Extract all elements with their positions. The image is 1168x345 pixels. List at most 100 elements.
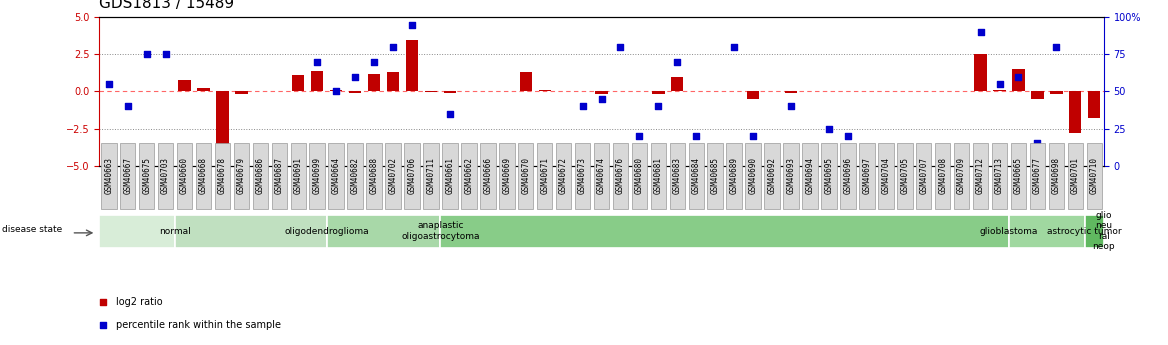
FancyBboxPatch shape [423,142,439,209]
FancyBboxPatch shape [252,142,269,209]
Text: GSM40672: GSM40672 [559,157,568,195]
Text: anaplastic
oligoastrocytoma: anaplastic oligoastrocytoma [401,221,480,241]
FancyBboxPatch shape [120,142,135,209]
Point [93,322,112,328]
Text: glio
neu
ral
neop: glio neu ral neop [1092,211,1115,251]
Point [611,44,630,50]
FancyBboxPatch shape [860,142,875,209]
FancyBboxPatch shape [158,142,173,209]
Point [1028,141,1047,146]
Point [649,104,668,109]
Point [138,51,157,57]
Text: GSM40679: GSM40679 [237,157,246,195]
Bar [179,80,190,91]
Text: GSM40710: GSM40710 [1090,157,1099,195]
FancyBboxPatch shape [1009,215,1085,248]
Text: GSM40668: GSM40668 [199,157,208,195]
FancyBboxPatch shape [802,142,818,209]
FancyBboxPatch shape [593,142,610,209]
FancyBboxPatch shape [196,142,211,209]
Text: percentile rank within the sample: percentile rank within the sample [116,320,280,330]
Point [99,81,118,87]
Bar [216,91,229,162]
Text: GSM40708: GSM40708 [938,157,947,195]
Point [308,59,327,65]
Point [630,133,648,139]
FancyBboxPatch shape [347,142,363,209]
Point [440,111,459,117]
FancyBboxPatch shape [992,142,1007,209]
Text: GSM40682: GSM40682 [350,157,360,195]
Bar [311,71,324,91]
Text: GSM40702: GSM40702 [389,157,397,195]
Bar [1050,91,1063,95]
FancyBboxPatch shape [440,215,1009,248]
Text: oligodendroglioma: oligodendroglioma [284,227,369,236]
FancyBboxPatch shape [934,142,951,209]
Point [157,51,175,57]
FancyBboxPatch shape [821,142,836,209]
Text: GSM40671: GSM40671 [540,157,549,195]
Bar [672,77,683,91]
Text: GSM40712: GSM40712 [976,157,985,195]
Text: disease state: disease state [2,225,62,234]
Point [93,299,112,305]
Text: GSM40699: GSM40699 [313,157,321,195]
Text: GSM40670: GSM40670 [521,157,530,195]
Point [573,104,592,109]
Text: GSM40683: GSM40683 [673,157,682,195]
Point [990,81,1009,87]
Point [364,59,383,65]
FancyBboxPatch shape [726,142,742,209]
Point [1009,74,1028,79]
Bar [197,88,210,91]
FancyBboxPatch shape [537,142,552,209]
FancyBboxPatch shape [461,142,477,209]
FancyBboxPatch shape [234,142,249,209]
Text: GSM40709: GSM40709 [957,157,966,195]
Text: GSM40686: GSM40686 [256,157,265,195]
FancyBboxPatch shape [575,142,590,209]
Bar [405,39,418,91]
Bar [292,75,305,91]
Text: GSM40706: GSM40706 [408,157,417,195]
Text: GSM40705: GSM40705 [901,157,909,195]
FancyBboxPatch shape [708,142,723,209]
Bar [1089,91,1100,118]
Bar [520,72,531,91]
Point [781,104,800,109]
Text: GSM40678: GSM40678 [218,157,227,195]
Point [403,22,422,28]
Text: GSM40695: GSM40695 [825,157,834,195]
Point [725,44,744,50]
Text: GSM40689: GSM40689 [730,157,738,195]
Text: GSM40697: GSM40697 [862,157,871,195]
Point [687,133,705,139]
Text: GSM40664: GSM40664 [332,157,341,195]
FancyBboxPatch shape [1030,142,1045,209]
Bar [785,91,798,93]
Text: GSM40707: GSM40707 [919,157,929,195]
Point [118,104,137,109]
Text: GSM40677: GSM40677 [1033,157,1042,195]
Text: GDS1813 / 15489: GDS1813 / 15489 [99,0,235,11]
Text: GSM40694: GSM40694 [806,157,814,195]
Point [1047,44,1065,50]
Point [820,126,839,131]
Bar [368,73,381,91]
Point [668,59,687,65]
Bar [235,91,248,93]
FancyBboxPatch shape [1086,142,1103,209]
Text: log2 ratio: log2 ratio [116,297,162,307]
FancyBboxPatch shape [480,142,495,209]
FancyBboxPatch shape [1085,215,1104,248]
FancyBboxPatch shape [385,142,401,209]
Bar [974,54,987,91]
Text: GSM40666: GSM40666 [484,157,492,195]
Point [346,74,364,79]
FancyBboxPatch shape [291,142,306,209]
Point [213,155,231,161]
FancyBboxPatch shape [764,142,780,209]
FancyBboxPatch shape [100,142,117,209]
Text: GSM40703: GSM40703 [161,157,171,195]
